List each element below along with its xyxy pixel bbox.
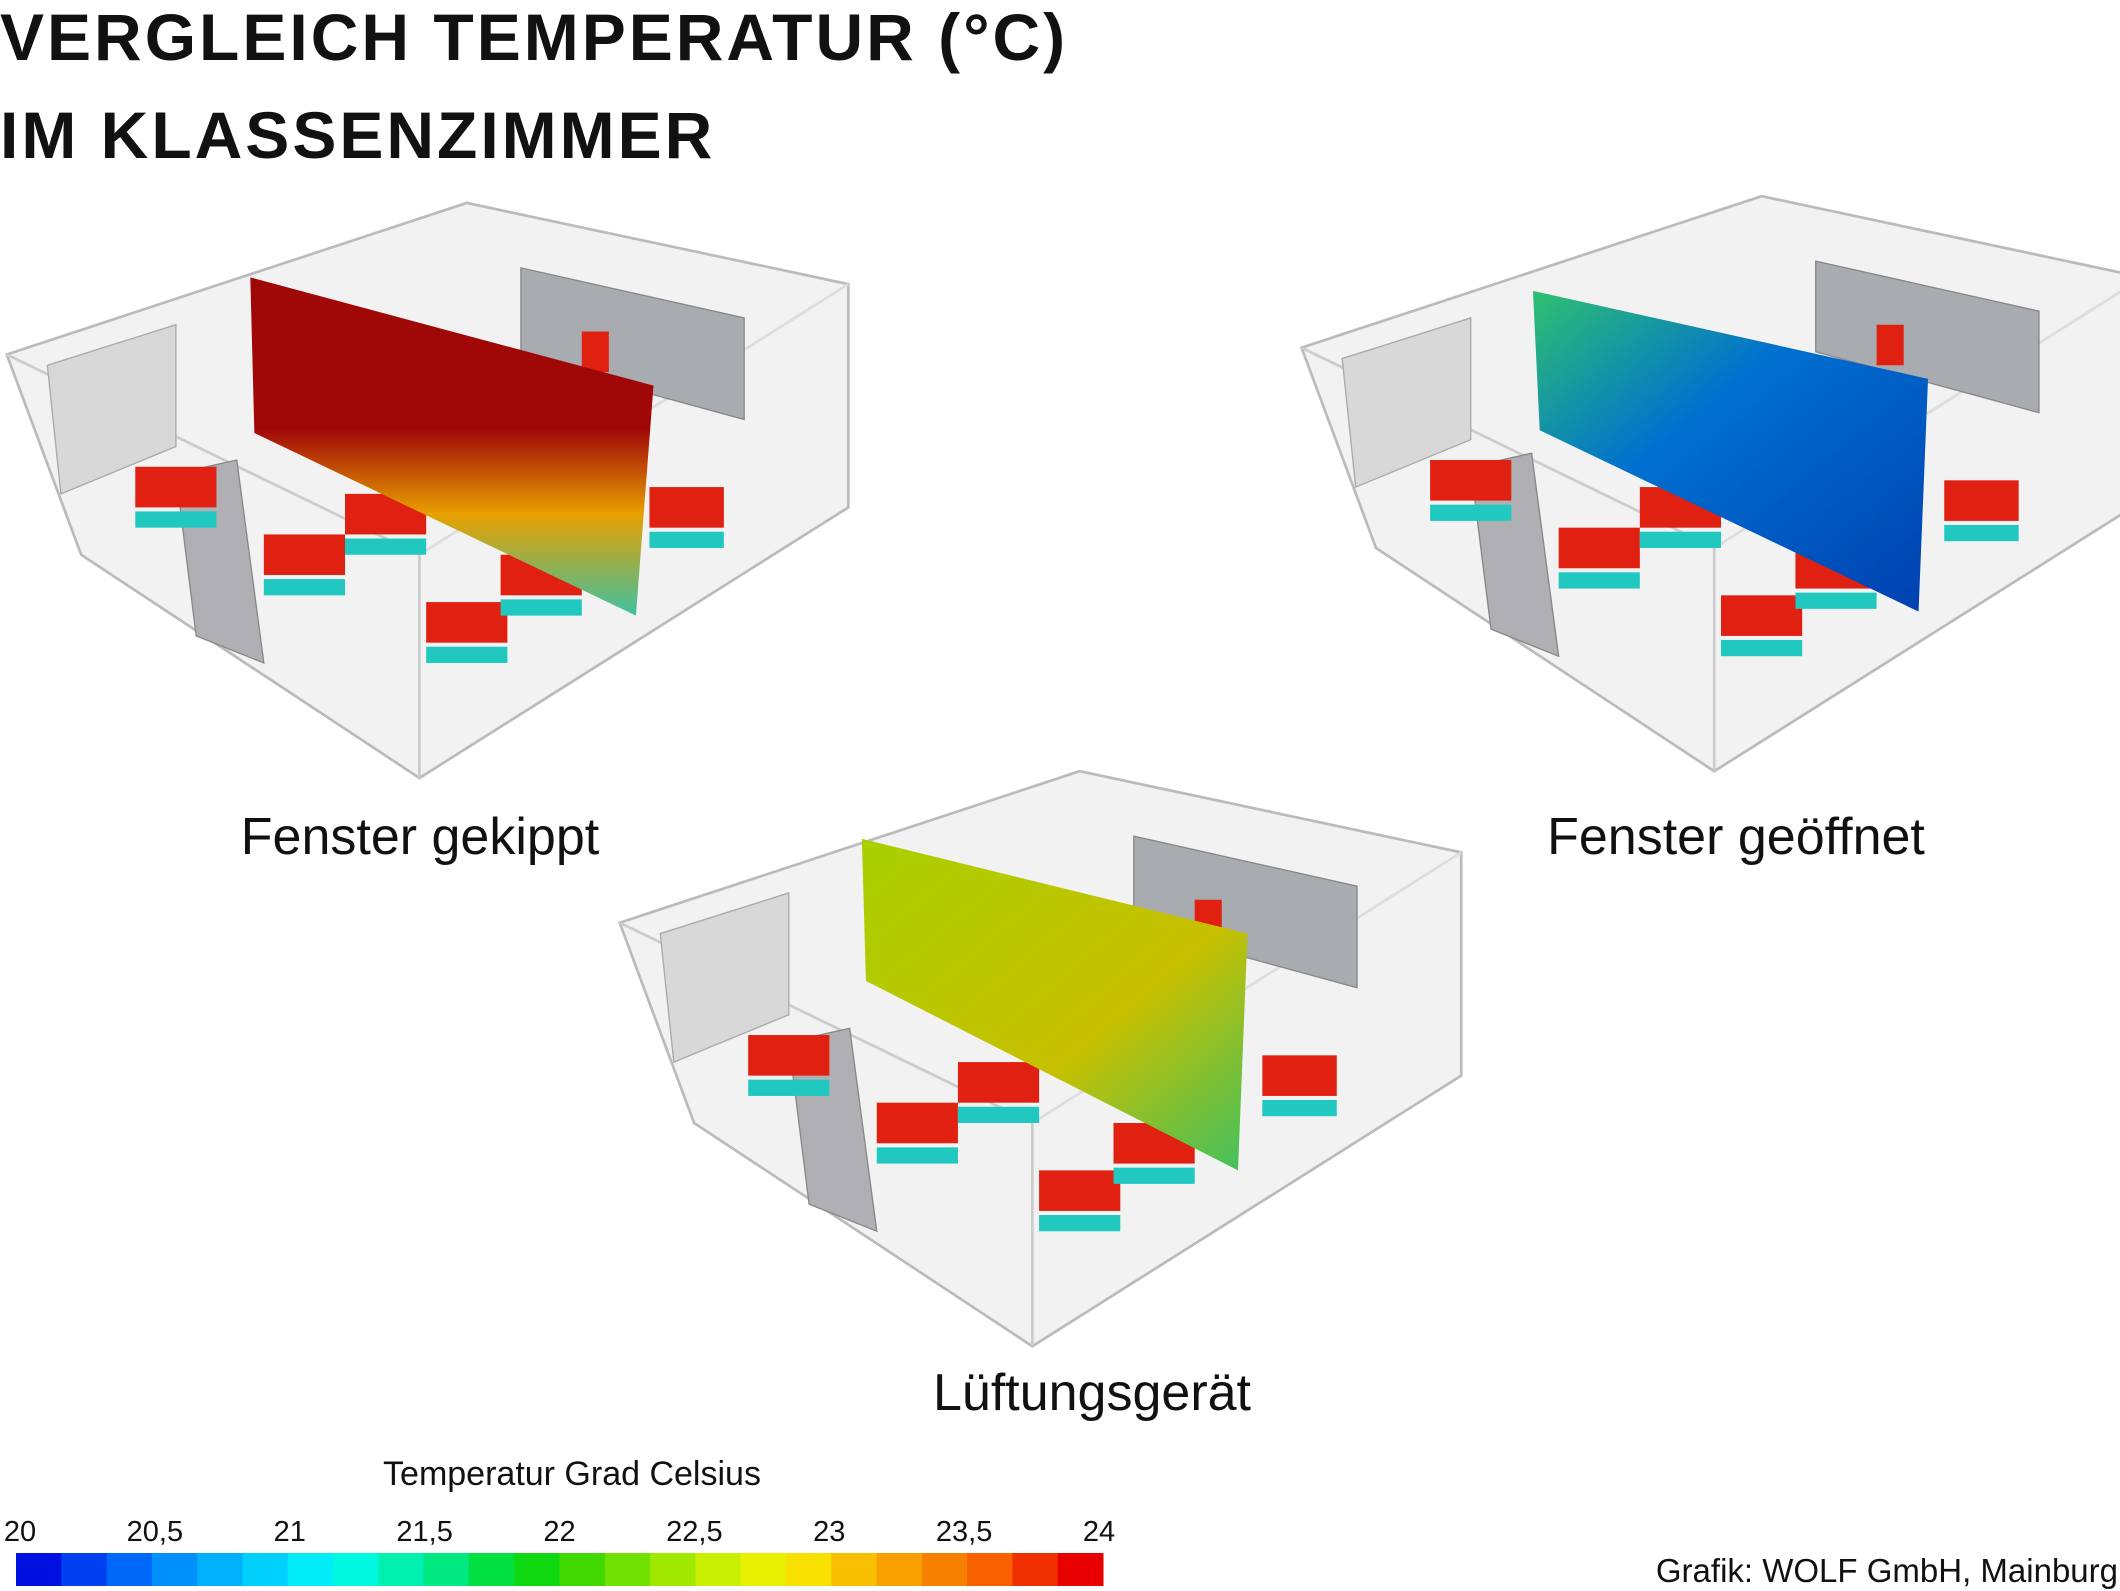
- colorbar-cell: [831, 1553, 878, 1586]
- colorbar-cell: [197, 1553, 243, 1586]
- colorbar-cell: [876, 1553, 923, 1586]
- colorbar-cell: [151, 1553, 198, 1586]
- tick-label: 20,5: [127, 1516, 183, 1548]
- colorbar-cell: [378, 1553, 425, 1586]
- tick-label: 21,5: [396, 1516, 452, 1548]
- colorbar-cell: [106, 1553, 153, 1586]
- title-line: IM KLASSENZIMMER: [0, 98, 715, 172]
- tick-label: 20: [4, 1516, 36, 1548]
- colorbar-cell: [468, 1553, 515, 1586]
- tick-label: 22: [543, 1516, 575, 1548]
- colorbar-cell: [604, 1553, 651, 1586]
- room-render: [5, 194, 2120, 1348]
- colorbar-cell: [1057, 1553, 1104, 1586]
- colorbar-cell: [740, 1553, 787, 1586]
- panel-label: Fenster gekippt: [241, 808, 600, 866]
- colorbar-cell: [16, 1553, 62, 1586]
- colorbar-cell: [423, 1553, 470, 1586]
- colorbar-cell: [287, 1553, 334, 1586]
- colorbar-cell: [242, 1553, 289, 1586]
- colorbar-cell: [1012, 1553, 1059, 1586]
- colorbar-cell: [333, 1553, 379, 1586]
- colorbar-cell: [650, 1553, 696, 1586]
- tick-label: 21: [274, 1516, 306, 1548]
- colorbar-title: Temperatur Grad Celsius: [383, 1455, 761, 1493]
- colorbar-cell: [921, 1553, 968, 1586]
- tick-label: 23: [813, 1516, 845, 1548]
- tick-label: 24: [1083, 1516, 1115, 1548]
- colorbar-cell: [967, 1553, 1013, 1586]
- tick-label: 22,5: [666, 1516, 722, 1548]
- title-line: VERGLEICH TEMPERATUR (°C): [0, 0, 1068, 74]
- colorbar-cell: [785, 1553, 832, 1586]
- credit: Grafik: WOLF GmbH, Mainburg: [1656, 1552, 2118, 1589]
- colorbar: 20 20,5 21 21,5 22 22,5 23 23,5 24: [4, 1516, 1115, 1586]
- panel-label: Lüftungsgerät: [933, 1364, 1252, 1422]
- colorbar-cell: [559, 1553, 606, 1586]
- panel-label: Fenster geöffnet: [1547, 808, 1925, 866]
- colorbar-cell: [61, 1553, 108, 1586]
- tick-label: 23,5: [936, 1516, 992, 1548]
- colorbar-cell: [695, 1553, 742, 1586]
- colorbar-cell: [514, 1553, 560, 1586]
